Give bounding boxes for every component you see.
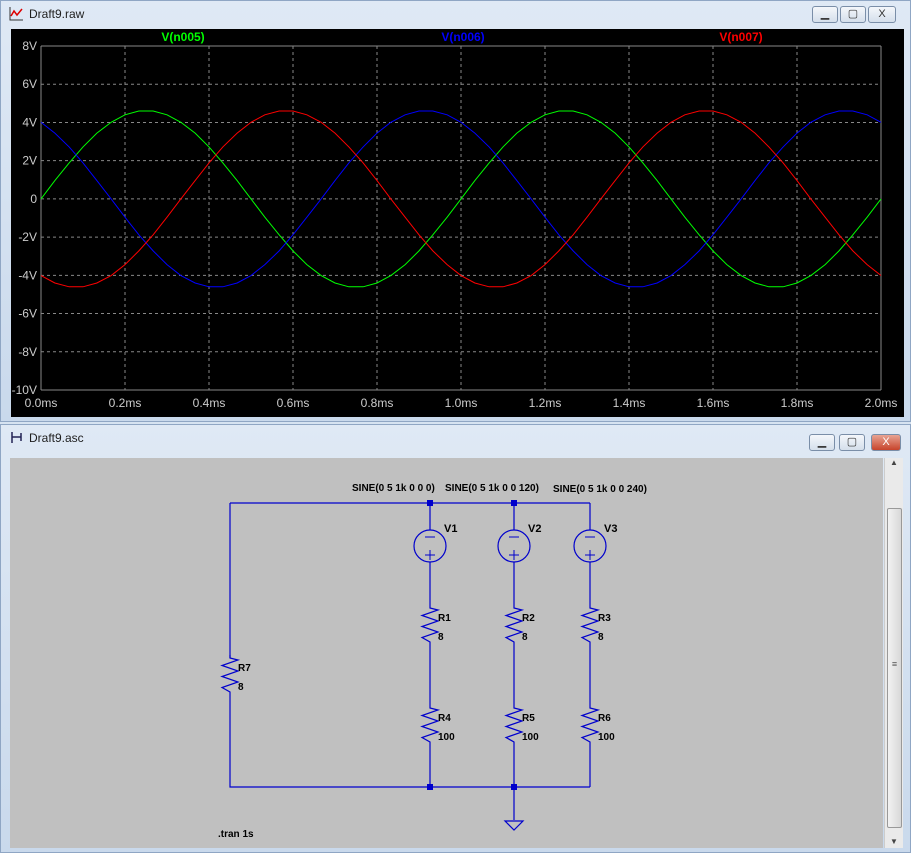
plot-window: Draft9.raw ▁ ▢ X 0.0ms 0.2ms 0.4ms 0.6ms 0.8… [0,0,911,422]
source-value: SINE(0 5 1k 0 0 120) [445,483,539,494]
x-tick-label: 0.6ms [277,396,310,410]
close-button[interactable]: X [868,6,896,23]
svg-text:V1: V1 [444,523,457,535]
series-line-V(n007) [40,110,882,288]
schematic-svg: V1 V2 V3 R1 8 R2 8 R3 8 R4 100 R5 100 R6 100 R7 8 SINE(0… [218,483,647,840]
x-tick-label: 1.0ms [445,396,478,410]
resistor-R2[interactable]: R2 8 [504,605,535,645]
svg-text:R7: R7 [238,663,251,674]
voltage-source-V1[interactable]: V1 [413,523,457,563]
svg-text:R6: R6 [598,713,611,724]
window-title: Draft9.raw [29,7,85,21]
window-title: Draft9.asc [29,431,84,445]
y-tick-label: -6V [18,307,37,321]
svg-text:8: 8 [438,632,444,643]
junction [427,784,433,790]
resistor-R1[interactable]: R1 8 [420,605,451,645]
maximize-button[interactable]: ▢ [840,6,866,23]
minimize-button[interactable]: ▁ [809,434,835,451]
junction [511,784,517,790]
maximize-button[interactable]: ▢ [839,434,865,451]
resistor-R7[interactable]: R7 8 [220,655,251,695]
x-tick-label: 0.0ms [25,396,58,410]
waveform-icon [9,7,23,21]
y-tick-label: 6V [22,77,37,91]
svg-text:8: 8 [238,682,244,693]
schematic-canvas[interactable]: V1 V2 V3 R1 8 R2 8 R3 8 R4 100 R5 100 R6 100 R7 8 SINE(0… [10,458,883,848]
source-value: SINE(0 5 1k 0 0 240) [553,484,647,495]
svg-text:100: 100 [598,732,615,743]
y-tick-label: 2V [22,154,37,168]
x-tick-label: 0.4ms [193,396,226,410]
voltage-source-V2[interactable]: V2 [497,523,541,563]
resistor-R4[interactable]: R4 100 [420,705,455,745]
close-button[interactable]: X [871,434,901,451]
svg-text:V2: V2 [528,523,541,535]
legend-V(n006)[interactable]: V(n006) [441,30,484,44]
svg-text:R5: R5 [522,713,535,724]
wire [229,502,591,820]
svg-text:8: 8 [598,632,604,643]
svg-text:V3: V3 [604,523,617,535]
schematic-icon [11,432,22,443]
waveform-plot[interactable]: 0.0ms 0.2ms 0.4ms 0.6ms 0.8ms 1.0ms 1.2ms 1.4ms… [11,29,904,417]
svg-text:100: 100 [438,732,455,743]
x-tick-label: 0.8ms [361,396,394,410]
spice-directive[interactable]: .tran 1s [218,829,254,840]
x-tick-label: 1.4ms [613,396,646,410]
legend-V(n005)[interactable]: V(n005) [161,30,204,44]
series-line-V(n005) [40,110,882,288]
svg-text:R2: R2 [522,613,535,624]
svg-text:R3: R3 [598,613,611,624]
resistor-R5[interactable]: R5 100 [504,705,539,745]
y-tick-label: 4V [22,115,37,129]
resistor-R6[interactable]: R6 100 [580,705,615,745]
ground-symbol [503,820,525,831]
vertical-scrollbar[interactable]: ▲ ≡ ▼ [884,458,903,848]
x-tick-label: 1.6ms [697,396,730,410]
svg-text:R1: R1 [438,613,451,624]
y-tick-label: -2V [18,230,37,244]
x-tick-label: 0.2ms [109,396,142,410]
scrollbar-thumb[interactable]: ≡ [887,508,902,828]
legend-V(n007)[interactable]: V(n007) [719,30,762,44]
x-tick-label: 2.0ms [865,396,898,410]
x-tick-label: 1.8ms [781,396,814,410]
y-tick-label: 8V [22,39,37,53]
y-tick-label: -10V [12,383,37,397]
svg-text:8: 8 [522,632,528,643]
junction [427,500,433,506]
y-tick-label: 0 [30,192,37,206]
resistor-R3[interactable]: R3 8 [580,605,611,645]
minimize-button[interactable]: ▁ [812,6,838,23]
y-tick-label: -8V [18,345,37,359]
voltage-source-V3[interactable]: V3 [573,523,617,563]
junction [511,500,517,506]
plot-svg: 0.0ms 0.2ms 0.4ms 0.6ms 0.8ms 1.0ms 1.2ms 1.4ms… [12,30,898,410]
source-value: SINE(0 5 1k 0 0 0) [352,483,435,494]
svg-text:100: 100 [522,732,539,743]
svg-text:R4: R4 [438,713,451,724]
x-tick-label: 1.2ms [529,396,562,410]
series-line-V(n006) [40,110,882,288]
y-tick-label: -4V [18,268,37,282]
